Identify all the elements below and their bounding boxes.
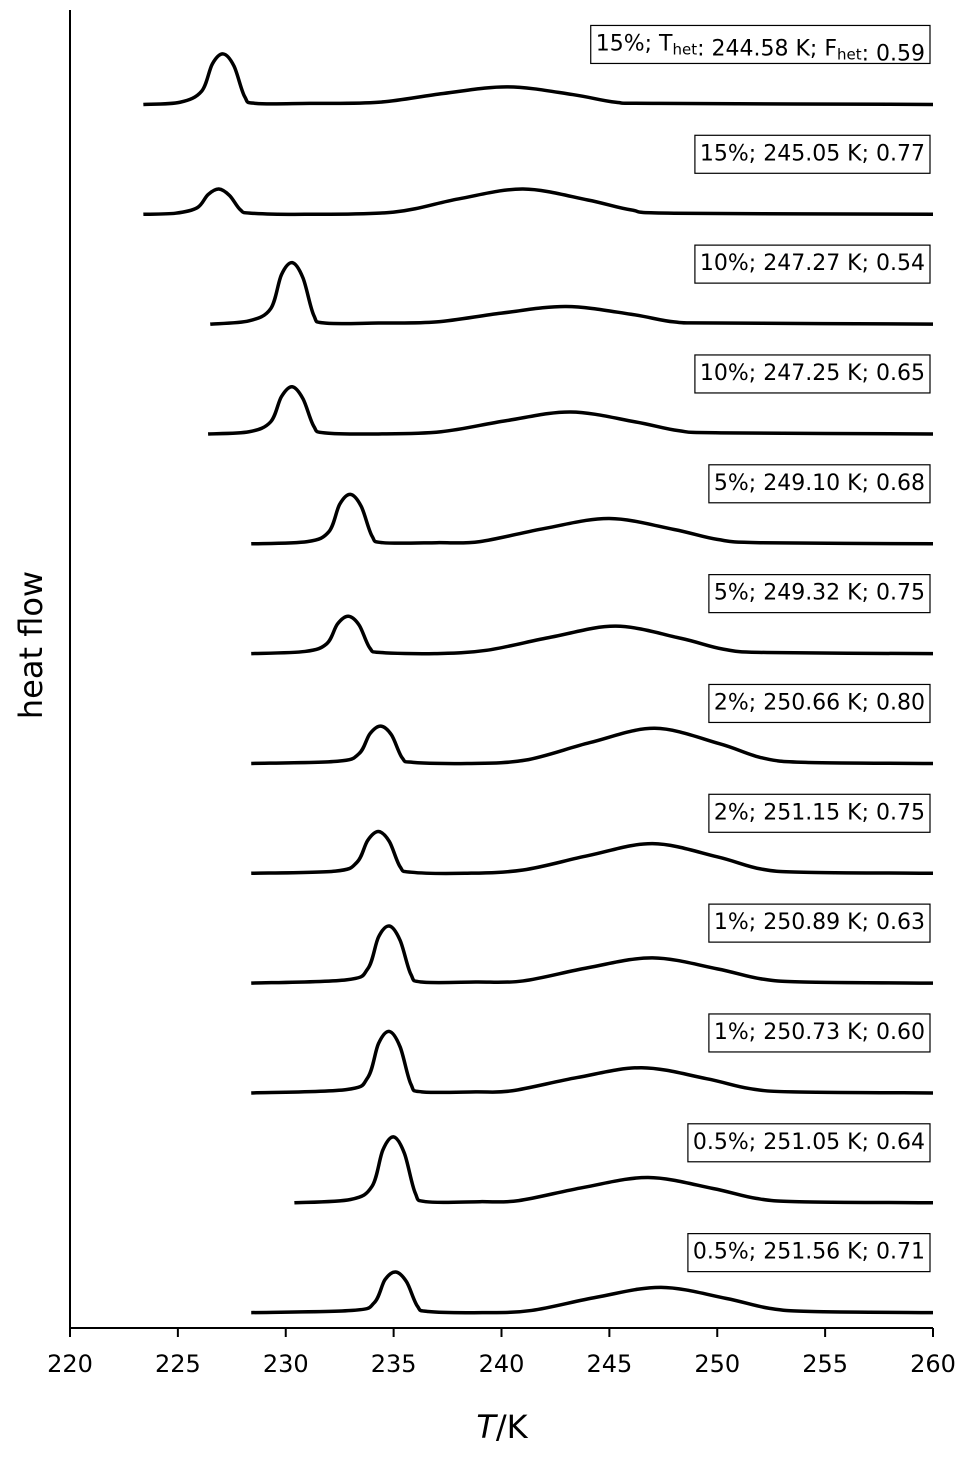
curve (251, 1029, 934, 1095)
curve (294, 1135, 934, 1205)
x-tick-label: 260 (910, 1350, 956, 1378)
label-box (708, 903, 931, 943)
x-tick-label: 220 (47, 1350, 93, 1378)
series-label: 1%; 250.73 K; 0.60 (714, 1020, 925, 1045)
x-axis-label: T/K (476, 1408, 528, 1446)
series-label: 5%; 249.10 K; 0.68 (714, 471, 925, 496)
series-label: 15%; Thet: 244.58 K; Fhet: 0.59 (596, 31, 925, 66)
curve (143, 187, 934, 217)
y-axis-label: heat flow (12, 571, 50, 719)
label-box (708, 683, 931, 724)
label-box (708, 1013, 931, 1053)
label-box (687, 1233, 931, 1273)
label-box (687, 1123, 931, 1163)
label-box (694, 354, 931, 394)
series-label: 10%; 247.25 K; 0.65 (700, 361, 925, 386)
curve (251, 829, 934, 876)
x-tick-label: 225 (155, 1350, 201, 1378)
label-box (708, 793, 931, 833)
series-label: 5%; 249.32 K; 0.75 (714, 581, 925, 606)
series-label: 1%; 250.89 K; 0.63 (714, 910, 925, 935)
series-label: 15%; 245.05 K; 0.77 (700, 141, 925, 166)
series-label: 10%; 247.27 K; 0.54 (700, 251, 925, 276)
label-box (708, 574, 931, 614)
series-label: 2%; 250.66 K; 0.80 (714, 690, 925, 715)
series-label: 0.5%; 251.56 K; 0.71 (693, 1240, 925, 1265)
x-tick-label: 230 (263, 1350, 309, 1378)
curve (251, 924, 934, 985)
curve (251, 492, 934, 546)
x-tick-label: 250 (694, 1350, 740, 1378)
curve (251, 724, 934, 766)
curve (210, 260, 934, 326)
label-box (694, 244, 931, 284)
x-tick-label: 240 (479, 1350, 525, 1378)
label-box (694, 134, 931, 174)
x-tick-label: 255 (802, 1350, 848, 1378)
series-label: 2%; 251.15 K; 0.75 (714, 800, 925, 825)
label-box (708, 464, 931, 504)
curve (251, 1270, 934, 1315)
x-tick-label: 235 (371, 1350, 417, 1378)
x-tick-label: 245 (586, 1350, 632, 1378)
series-label: 0.5%; 251.05 K; 0.64 (693, 1130, 925, 1155)
curve (251, 614, 934, 656)
curve (207, 384, 934, 436)
curve (143, 52, 934, 107)
label-box (590, 24, 931, 65)
